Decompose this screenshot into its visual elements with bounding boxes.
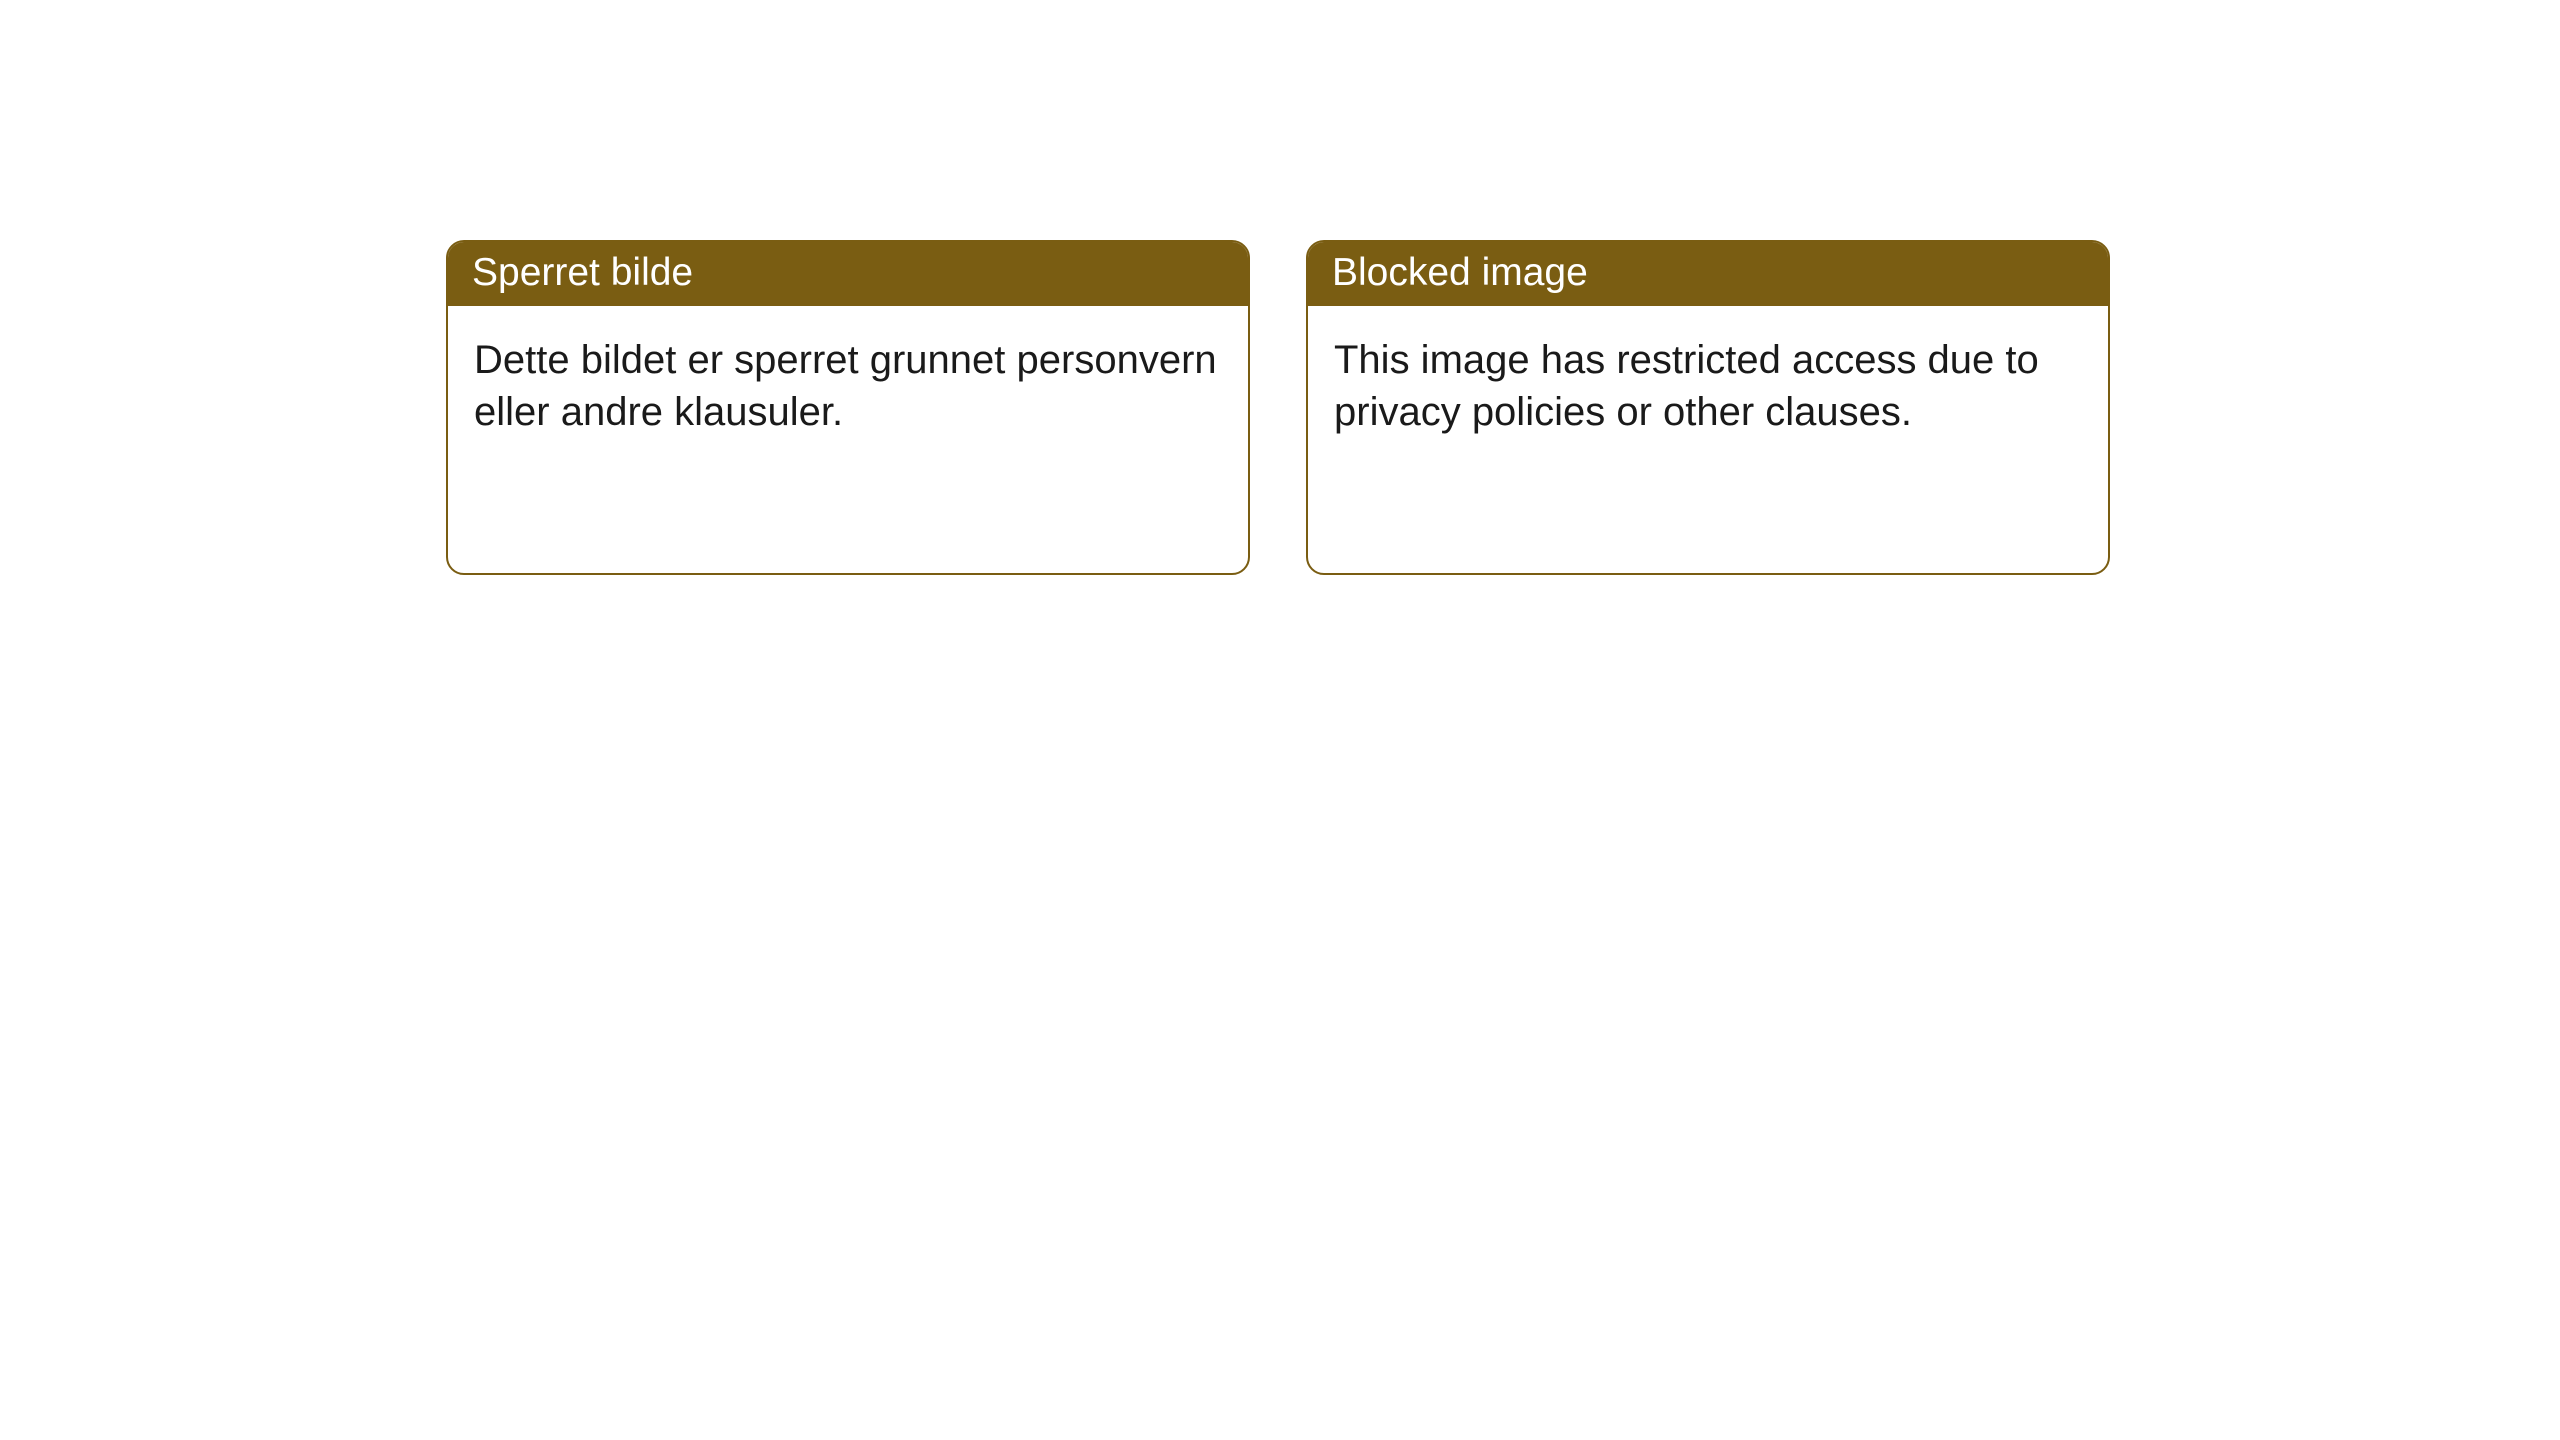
notice-body: This image has restricted access due to … [1308,306,2108,466]
notice-message: Dette bildet er sperret grunnet personve… [474,338,1217,434]
notice-container: Sperret bilde Dette bildet er sperret gr… [0,0,2560,575]
notice-header: Sperret bilde [448,242,1248,306]
notice-body: Dette bildet er sperret grunnet personve… [448,306,1248,466]
notice-header: Blocked image [1308,242,2108,306]
notice-title: Sperret bilde [472,251,693,294]
notice-box-norwegian: Sperret bilde Dette bildet er sperret gr… [446,240,1250,575]
notice-title: Blocked image [1332,251,1588,294]
notice-box-english: Blocked image This image has restricted … [1306,240,2110,575]
notice-message: This image has restricted access due to … [1334,338,2039,434]
